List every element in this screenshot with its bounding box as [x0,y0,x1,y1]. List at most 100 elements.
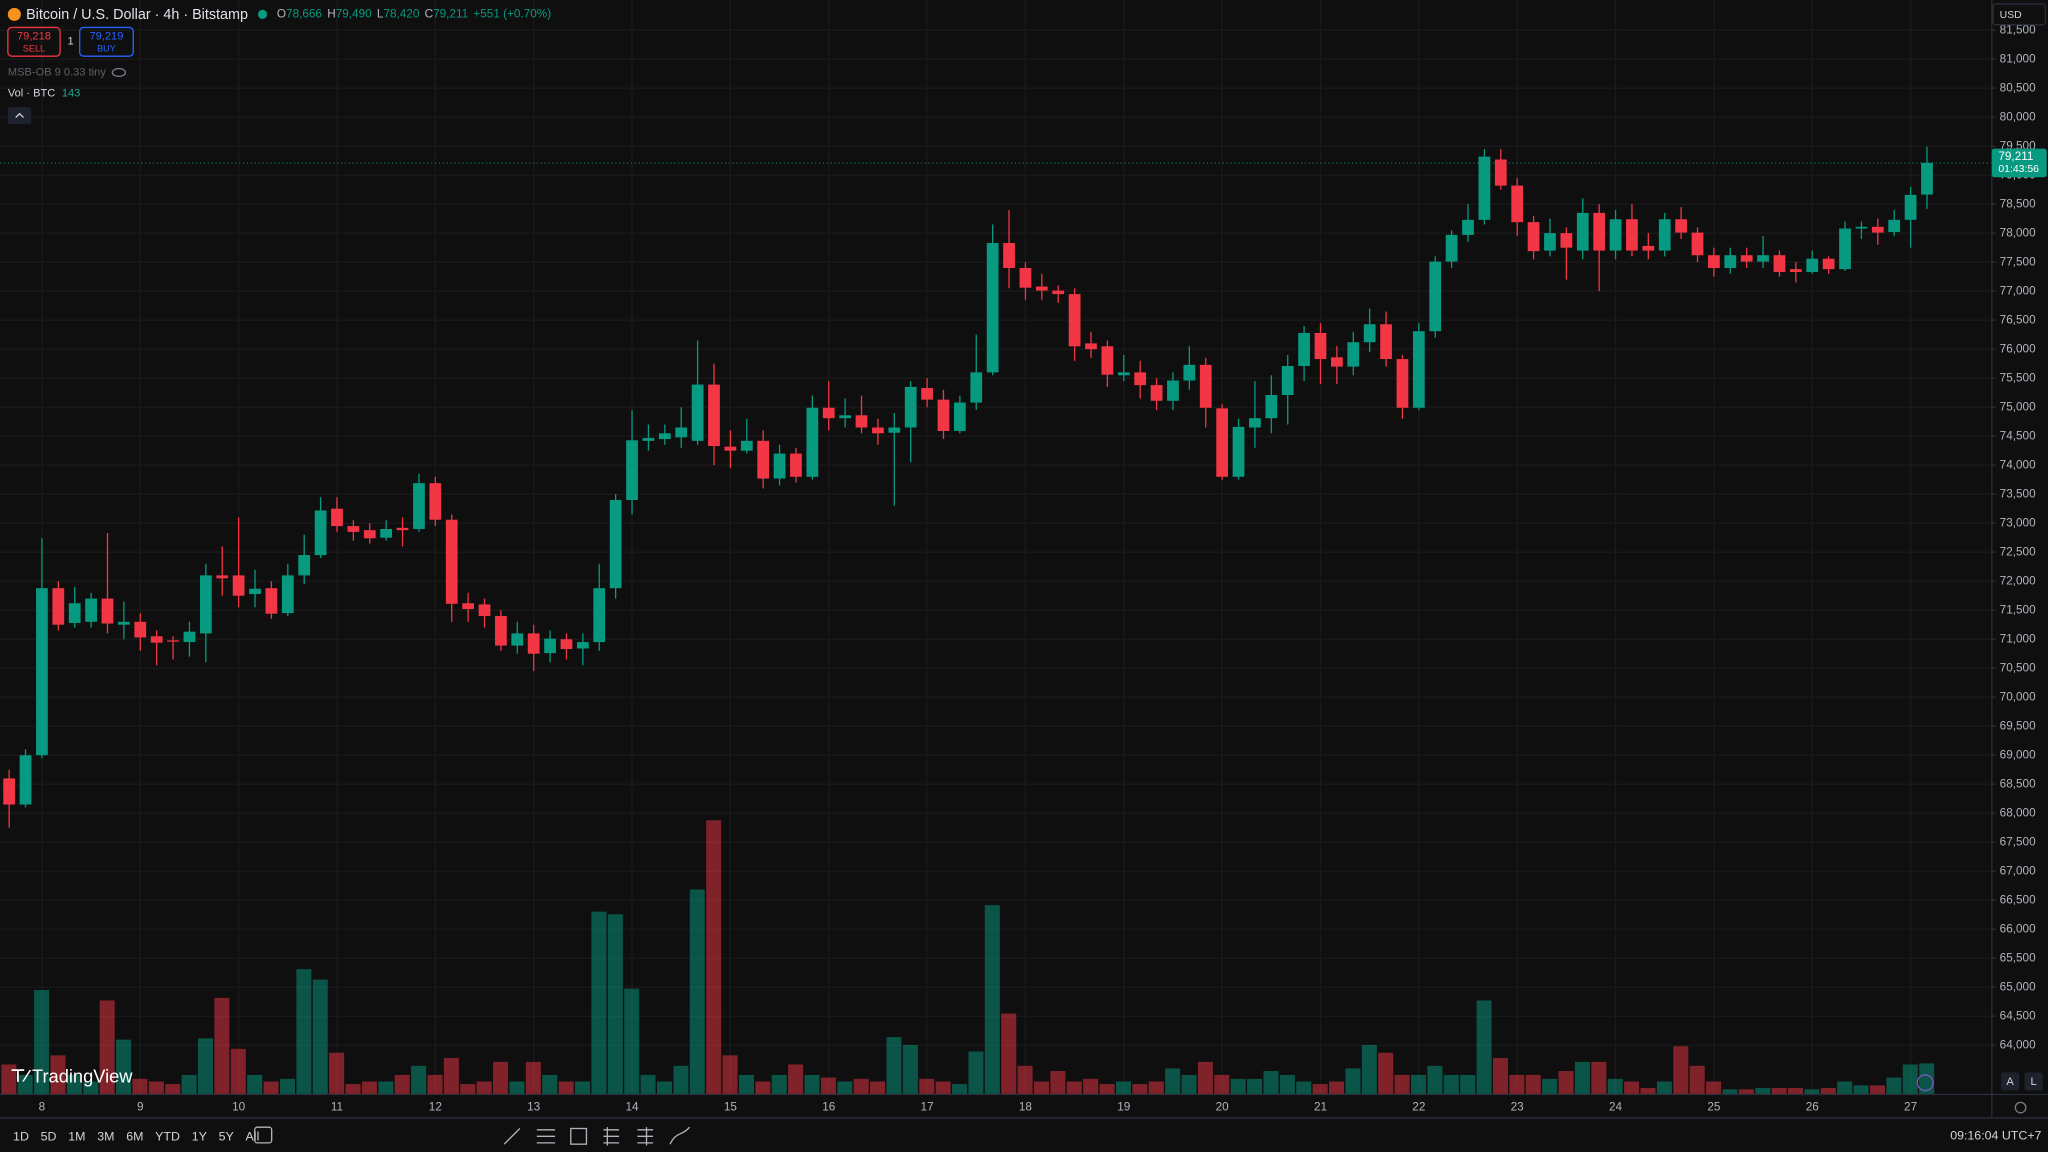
y-tick-label: 81,000 [2000,52,2036,65]
volume-bar [640,1074,656,1095]
timeframe-button[interactable]: 5D [41,1129,57,1143]
candle-body [1298,332,1310,367]
y-tick-label: 77,000 [2000,284,2036,297]
x-tick-label: 15 [724,1101,738,1114]
rect-tool[interactable] [570,1127,588,1145]
y-tick-label: 80,000 [2000,110,2036,123]
volume-bar [1591,1061,1607,1095]
candle-body [642,437,655,441]
candle-body [724,446,737,451]
candle-body [1249,418,1261,428]
y-tick-label: 75,000 [2000,400,2036,413]
candle-body [921,388,933,400]
last-price-label: 79,211 [1998,150,2033,163]
h-label: H [327,7,336,20]
brush-tool[interactable] [669,1126,691,1145]
volume-bar [1558,1071,1574,1095]
volume-bar [1771,1088,1787,1095]
grid [0,0,1992,1095]
sell-button[interactable] [7,26,61,57]
position-tool[interactable] [603,1127,620,1146]
date-range-icon[interactable] [254,1126,273,1144]
candle-body [675,427,688,438]
x-tick-label: 9 [137,1101,144,1114]
timeframe-button[interactable]: All [246,1129,260,1143]
candle-body [1478,156,1491,220]
volume-bar [460,1084,476,1095]
volume-bar [1001,1013,1017,1095]
collapse-icon [15,112,24,119]
candle-body [1724,255,1737,268]
x-tick-label: 12 [429,1101,442,1114]
candle-body [839,415,852,419]
timeframe-button[interactable]: YTD [155,1129,180,1143]
change: +551 (+0.70%) [473,7,551,20]
projection-tool[interactable] [637,1127,654,1146]
volume-bar [378,1081,394,1095]
sell-label: SELL [23,43,45,53]
timeframe-button[interactable]: 1M [68,1129,85,1143]
y-tick-label: 74,500 [2000,429,2036,442]
x-tick-label: 25 [1707,1101,1721,1114]
volume-bar [1804,1089,1820,1095]
volume-bar [1296,1081,1312,1095]
volume-bar [361,1081,377,1095]
indicator-label[interactable]: MSB-OB 9 0.33 tiny [8,66,106,78]
volume-bar [1279,1074,1295,1095]
scale-button[interactable] [2024,1072,2043,1091]
y-tick-label: 65,500 [2000,951,2036,964]
candle-body [1658,219,1671,251]
candle-body [1839,228,1851,270]
volume-bar [1607,1078,1623,1095]
settings-icon[interactable] [2014,1101,2027,1114]
candle-body [691,384,704,441]
symbol-title[interactable]: Bitcoin / U.S. Dollar · 4h · Bitstamp [26,7,248,23]
candle-body [1593,212,1606,251]
volume-bar [83,1081,99,1095]
timeframe-button[interactable]: 6M [126,1129,143,1143]
candle-body [495,615,507,646]
volume-bar [1181,1074,1197,1095]
timeframe-button[interactable]: 3M [97,1129,114,1143]
candle-body [36,588,48,756]
volume-bar [509,1081,525,1095]
candle-body [1183,364,1196,381]
candle-body [1822,258,1835,270]
x-tick-label: 14 [625,1101,639,1114]
candle-body [708,384,720,447]
candle-body [347,526,360,532]
x-tick-label: 11 [331,1101,343,1114]
y-tick-label: 66,000 [2000,922,2036,935]
volume-bar [771,1074,787,1095]
candle-body [68,603,81,623]
candle-body [790,453,802,477]
buy-button[interactable] [79,26,134,57]
timeframe-button[interactable]: 1D [13,1129,29,1143]
y-tick-label: 73,000 [2000,516,2036,529]
candle-body [232,575,245,596]
y-tick-label: 68,500 [2000,777,2036,790]
timeframe-button[interactable]: 5Y [219,1129,234,1143]
x-tick-label: 10 [232,1101,246,1114]
timeframe-button[interactable]: 1Y [192,1129,207,1143]
y-tick-label: 76,500 [2000,313,2036,326]
volume-pane [1,820,1935,1095]
collapse-button[interactable] [7,107,32,125]
volume-bar [132,1078,148,1095]
candle-body [429,483,442,520]
scale-button[interactable] [2000,1072,2020,1091]
candle-body [462,603,474,610]
volume-bar [820,1077,836,1095]
buy-label: BUY [97,43,116,53]
alert-icon[interactable] [1916,1074,1934,1092]
currency-button[interactable] [1992,3,2047,26]
fib-tool[interactable] [536,1129,556,1144]
visibility-icon[interactable] [111,67,127,78]
candle-body [822,407,835,419]
y-tick-label: 80,500 [2000,81,2036,94]
y-tick-label: 67,000 [2000,864,2036,877]
volume-bar [411,1065,427,1095]
trend-line-tool[interactable] [503,1128,521,1145]
